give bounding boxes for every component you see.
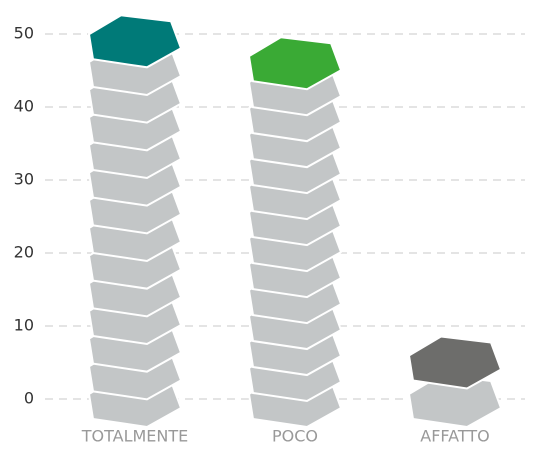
- y-tick-label: 30: [14, 170, 34, 189]
- top-hexagon: [407, 335, 503, 390]
- x-tick-label: TOTALMENTE: [81, 427, 189, 446]
- y-tick-label: 10: [14, 316, 34, 335]
- top-hexagon: [87, 14, 183, 69]
- bar: [407, 335, 503, 429]
- y-tick-label: 50: [14, 24, 34, 43]
- x-tick-label: POCO: [272, 427, 318, 446]
- bar: [87, 14, 183, 429]
- y-tick-label: 0: [24, 389, 34, 408]
- top-hexagon: [247, 36, 343, 91]
- bar: [247, 36, 343, 429]
- y-tick-label: 20: [14, 243, 34, 262]
- x-tick-label: AFFATTO: [420, 427, 489, 446]
- y-tick-label: 40: [14, 97, 34, 116]
